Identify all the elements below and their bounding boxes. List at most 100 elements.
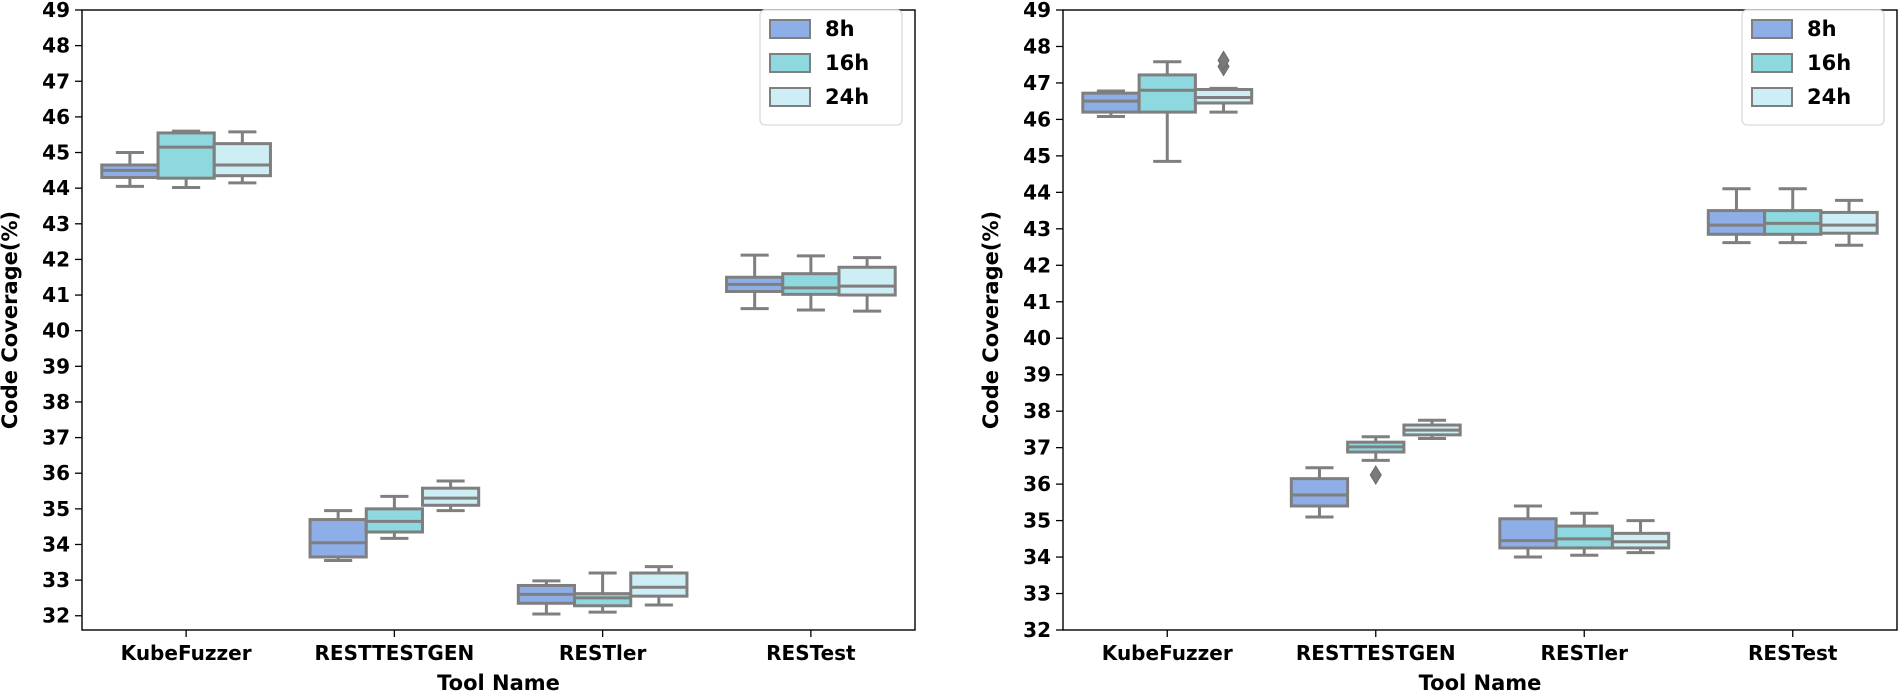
x-tick-label: RESTest bbox=[1748, 641, 1838, 665]
y-tick-label: 44 bbox=[1023, 180, 1051, 204]
x-axis-title: Tool Name bbox=[1419, 671, 1542, 695]
box-iqr bbox=[781, 272, 841, 296]
y-tick-label: 34 bbox=[42, 532, 70, 556]
box-24h-RESTler bbox=[1610, 519, 1671, 555]
legend-label: 8h bbox=[825, 17, 855, 41]
box-iqr bbox=[212, 142, 272, 178]
box-16h-KubeFuzzer bbox=[156, 129, 216, 189]
y-tick-label: 48 bbox=[1023, 34, 1051, 58]
box-iqr bbox=[1498, 517, 1558, 550]
box-iqr bbox=[1289, 477, 1350, 508]
y-tick-label: 35 bbox=[42, 497, 70, 521]
y-tick-label: 44 bbox=[42, 176, 70, 200]
box-16h-RESTTESTGEN bbox=[364, 494, 424, 540]
legend-swatch bbox=[1751, 19, 1793, 39]
x-tick-label: RESTest bbox=[766, 641, 856, 665]
y-tick-label: 45 bbox=[1023, 144, 1051, 168]
box-24h-RESTest bbox=[837, 256, 897, 313]
y-tick-label: 49 bbox=[1023, 0, 1051, 22]
box-iqr bbox=[308, 518, 368, 559]
legend-swatch bbox=[769, 87, 811, 107]
y-tick-label: 47 bbox=[42, 69, 70, 93]
x-tick-label: RESTler bbox=[559, 641, 647, 665]
x-tick-label: KubeFuzzer bbox=[121, 641, 252, 665]
legend-swatch bbox=[1751, 87, 1793, 107]
legend-label: 16h bbox=[1807, 51, 1851, 75]
box-8h-KubeFuzzer bbox=[100, 151, 160, 188]
y-tick-label: 43 bbox=[1023, 217, 1051, 241]
y-tick-label: 39 bbox=[42, 354, 70, 378]
legend-swatch bbox=[769, 19, 811, 39]
y-tick-label: 40 bbox=[42, 319, 70, 343]
box-8h-RESTler bbox=[516, 579, 577, 616]
box-24h-RESTTESTGEN bbox=[420, 479, 481, 513]
y-tick-label: 47 bbox=[1023, 71, 1051, 95]
legend: 8h 16h 24h bbox=[1741, 9, 1885, 126]
y-tick-label: 49 bbox=[42, 0, 70, 22]
box-24h-RESTest bbox=[1819, 198, 1879, 247]
y-tick-label: 36 bbox=[42, 461, 70, 485]
y-axis-title: Code Coverage(%) bbox=[0, 211, 22, 429]
box-8h-RESTest bbox=[1706, 187, 1767, 245]
y-tick-label: 32 bbox=[1023, 618, 1051, 642]
outlier-point bbox=[1217, 50, 1230, 71]
outlier-point bbox=[1369, 465, 1382, 485]
y-tick-label: 46 bbox=[42, 105, 70, 129]
legend-label: 24h bbox=[825, 85, 869, 109]
box-iqr bbox=[1706, 209, 1767, 236]
y-axis-title: Code Coverage(%) bbox=[979, 211, 1003, 429]
legend: 8h 16h 24h bbox=[759, 9, 903, 126]
x-axis-title: Tool Name bbox=[437, 671, 560, 695]
box-iqr bbox=[573, 592, 633, 608]
x-tick-label: KubeFuzzer bbox=[1102, 641, 1233, 665]
box-16h-RESTest bbox=[1763, 187, 1823, 245]
legend-label: 24h bbox=[1807, 85, 1851, 109]
box-24h-RESTTESTGEN bbox=[1402, 418, 1462, 441]
y-tick-label: 37 bbox=[1023, 436, 1051, 460]
box-16h-RESTTESTGEN bbox=[1346, 435, 1406, 485]
y-tick-label: 40 bbox=[1023, 326, 1051, 350]
box-iqr bbox=[1554, 524, 1614, 550]
y-tick-label: 42 bbox=[42, 247, 70, 271]
y-tick-label: 41 bbox=[1023, 290, 1051, 314]
y-tick-label: 46 bbox=[1023, 107, 1051, 131]
y-tick-label: 39 bbox=[1023, 363, 1051, 387]
x-tick-label: RESTler bbox=[1541, 641, 1629, 665]
x-tick-label: RESTTESTGEN bbox=[315, 641, 475, 665]
y-tick-label: 36 bbox=[1023, 472, 1051, 496]
legend-swatch bbox=[769, 53, 811, 73]
box-8h-RESTest bbox=[725, 253, 785, 311]
x-tick-label: RESTTESTGEN bbox=[1296, 641, 1456, 665]
plot-frame bbox=[81, 9, 916, 631]
box-8h-RESTler bbox=[1498, 504, 1558, 559]
y-tick-label: 33 bbox=[1023, 582, 1051, 606]
y-tick-label: 35 bbox=[1023, 509, 1051, 533]
y-tick-label: 32 bbox=[42, 604, 70, 628]
box-iqr bbox=[1137, 73, 1197, 114]
y-tick-label: 38 bbox=[42, 390, 70, 414]
box-iqr bbox=[156, 131, 216, 180]
box-8h-RESTTESTGEN bbox=[1289, 466, 1350, 519]
legend-label: 16h bbox=[825, 51, 869, 75]
box-24h-RESTler bbox=[629, 565, 689, 607]
y-tick-label: 41 bbox=[42, 283, 70, 307]
box-16h-RESTler bbox=[573, 571, 633, 614]
box-iqr bbox=[629, 571, 689, 598]
box-8h-RESTTESTGEN bbox=[308, 509, 368, 563]
box-16h-RESTler bbox=[1554, 511, 1614, 557]
box-8h-KubeFuzzer bbox=[1081, 89, 1141, 118]
box-16h-KubeFuzzer bbox=[1137, 60, 1197, 163]
box-iqr bbox=[1819, 210, 1879, 235]
legend-label: 8h bbox=[1807, 17, 1837, 41]
chart-panel-2: 32 33 34 35 36 37 38 39 40 41 42 43 44 45 46 47 48 49 Kube… bbox=[979, 0, 1898, 695]
box-iqr bbox=[837, 265, 897, 297]
y-tick-label: 42 bbox=[1023, 253, 1051, 277]
y-tick-label: 48 bbox=[42, 34, 70, 58]
box-24h-KubeFuzzer bbox=[1193, 50, 1254, 114]
y-tick-label: 34 bbox=[1023, 545, 1051, 569]
box-24h-KubeFuzzer bbox=[212, 130, 272, 185]
y-tick-label: 33 bbox=[42, 568, 70, 592]
plot-frame bbox=[1062, 9, 1898, 631]
y-tick-label: 37 bbox=[42, 426, 70, 450]
